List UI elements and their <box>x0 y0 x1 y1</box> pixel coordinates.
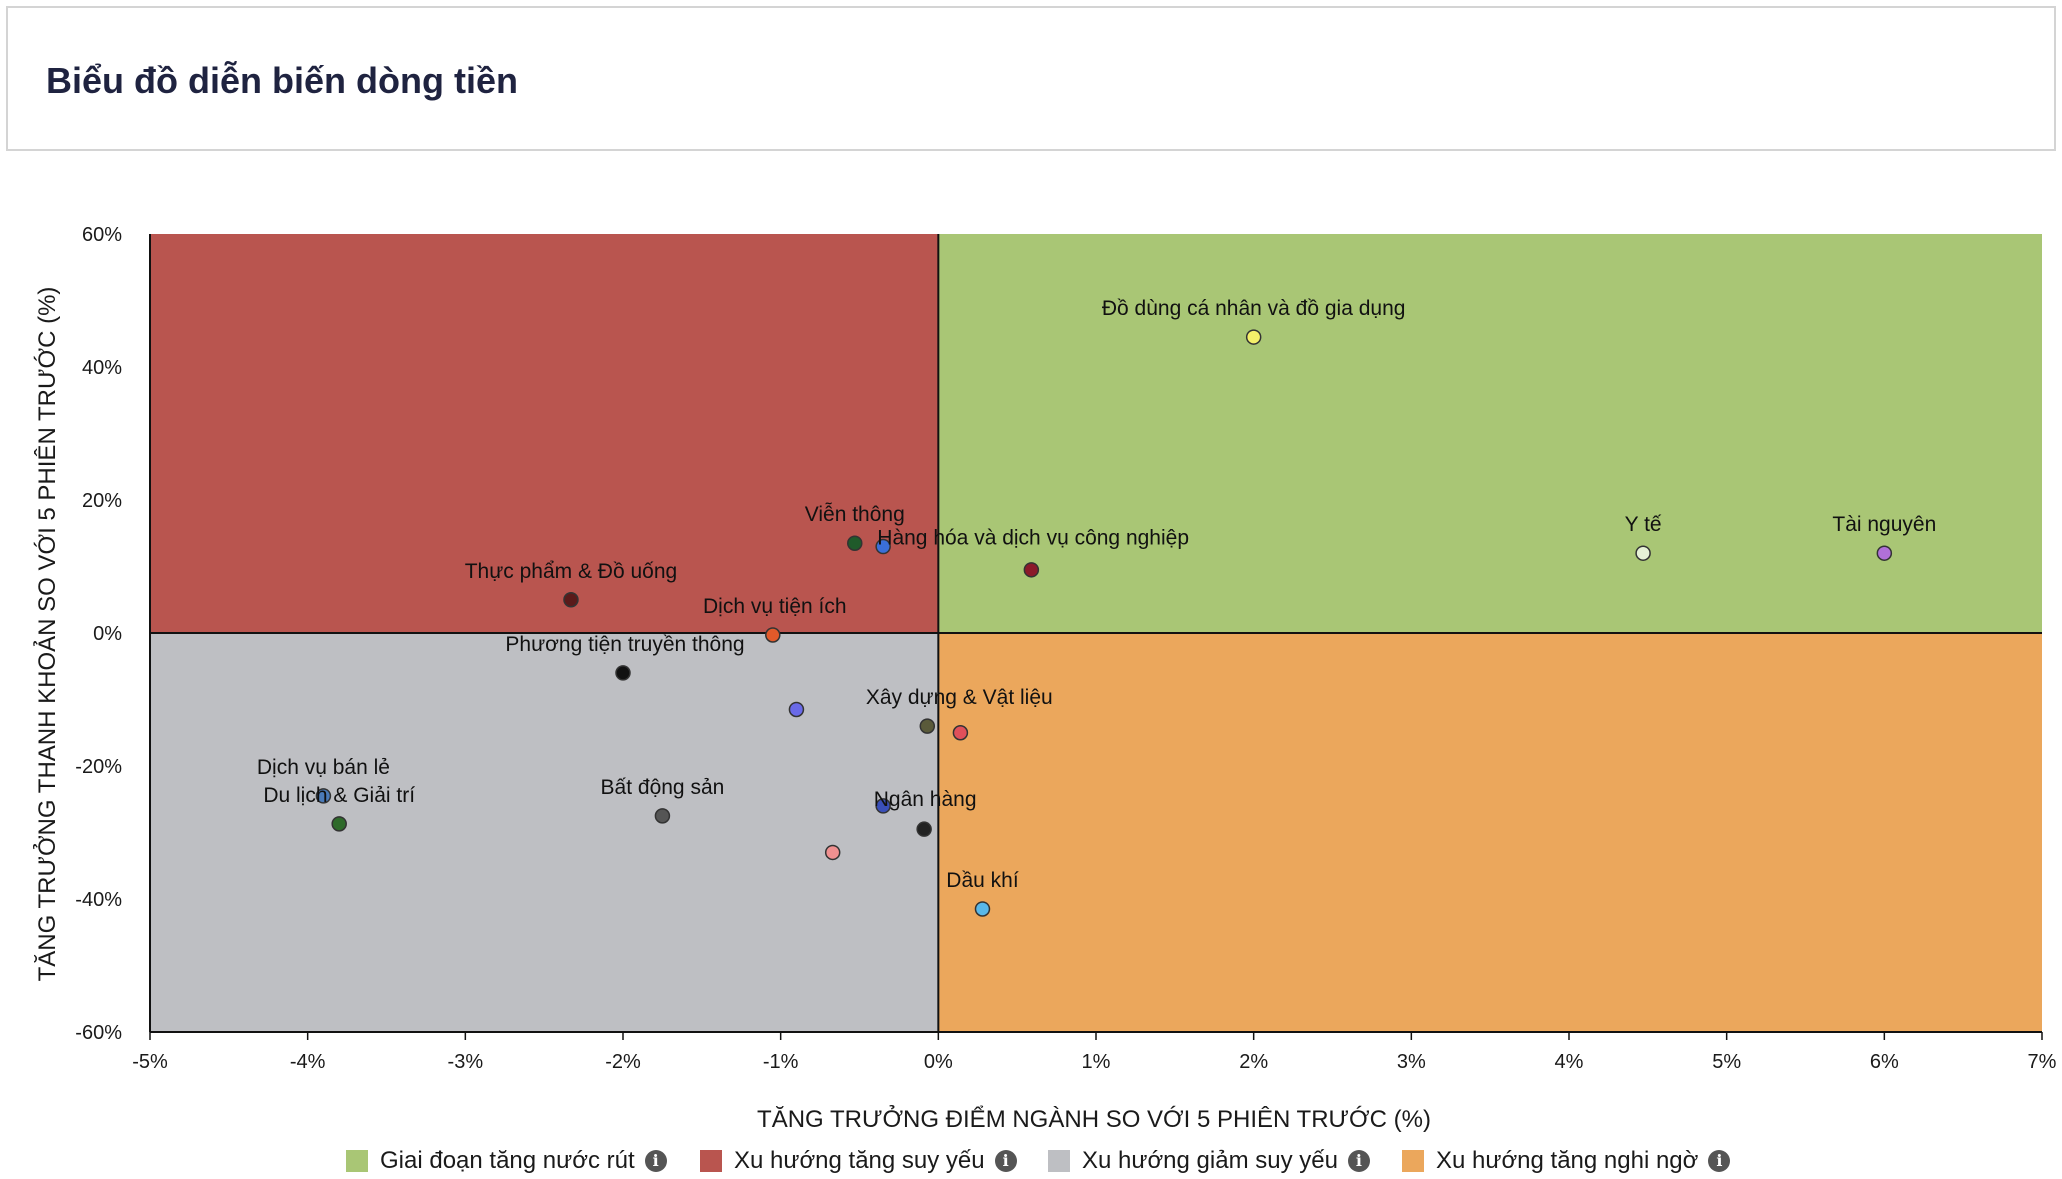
chart-header: Biểu đồ diễn biến dòng tiền <box>6 6 2056 151</box>
info-icon[interactable]: i <box>994 1150 1017 1172</box>
point-label: Đồ dùng cá nhân và đồ gia dụng <box>1102 297 1406 320</box>
x-tick-label: 6% <box>1870 1051 1899 1073</box>
scatter-point[interactable] <box>952 725 969 741</box>
scatter-point[interactable] <box>1876 545 1893 561</box>
point-label: Y tế <box>1625 513 1662 536</box>
y-tick-label: 0% <box>93 623 122 645</box>
legend-item-sprint[interactable]: Giai đoạn tăng nước rút i <box>346 1146 667 1176</box>
scatter-point[interactable] <box>765 627 781 643</box>
scatter-point[interactable] <box>1635 545 1651 561</box>
legend-label: Xu hướng tăng suy yếu <box>734 1147 985 1174</box>
info-icon[interactable]: i <box>1347 1150 1370 1172</box>
point-label: Hàng hóa và dịch vụ công nghiệp <box>877 527 1189 550</box>
quadrant-bottom-right <box>938 633 2043 1032</box>
y-tick-label: -60% <box>75 1022 122 1044</box>
x-tick-label: 2% <box>1239 1051 1268 1073</box>
scatter-point[interactable] <box>974 901 991 917</box>
scatter-point[interactable] <box>919 718 936 734</box>
y-tick-label: 20% <box>82 490 122 512</box>
scatter-point[interactable] <box>315 788 332 804</box>
scatter-point[interactable] <box>654 808 671 824</box>
x-tick-label: 3% <box>1397 1051 1426 1073</box>
x-tick-label: -3% <box>448 1051 484 1073</box>
scatter-point[interactable] <box>1245 329 1262 345</box>
legend-swatch-green <box>346 1150 368 1172</box>
point-label: Viễn thông <box>805 503 905 526</box>
x-axis-title: TĂNG TRƯỞNG ĐIỂM NGÀNH SO VỚI 5 PHIÊN TR… <box>757 1104 1431 1133</box>
scatter-point[interactable] <box>824 844 841 861</box>
y-tick-label: 40% <box>82 357 122 379</box>
x-tick-label: 1% <box>1082 1051 1111 1073</box>
scatter-point[interactable] <box>331 816 347 832</box>
quadrant-layer <box>150 234 2043 1032</box>
points-layer <box>315 329 1893 917</box>
point-label: Xây dựng & Vật liệu <box>866 686 1053 709</box>
scatter-point[interactable] <box>847 535 863 551</box>
legend-swatch-orange <box>1402 1150 1424 1172</box>
legend-item-doubtful-up[interactable]: Xu hướng tăng nghi ngờ i <box>1402 1146 1731 1176</box>
point-label: Bất động sản <box>601 776 725 799</box>
scatter-point[interactable] <box>563 592 579 608</box>
legend-label: Giai đoạn tăng nước rút <box>380 1147 635 1174</box>
quadrant-top-right <box>938 234 2043 633</box>
y-tick-label: -20% <box>75 756 122 778</box>
scatter-point[interactable] <box>875 538 891 555</box>
info-icon[interactable]: i <box>1708 1150 1731 1172</box>
x-tick-label: -4% <box>290 1051 326 1073</box>
info-icon[interactable]: i <box>644 1150 667 1172</box>
legend-label: Xu hướng giảm suy yếu <box>1082 1147 1338 1174</box>
legend-swatch-red <box>700 1150 722 1172</box>
point-label: Tài nguyên <box>1832 513 1936 536</box>
legend-label: Xu hướng tăng nghi ngờ <box>1436 1147 1699 1174</box>
x-tick-label: -1% <box>763 1051 799 1073</box>
x-tick-label: 0% <box>924 1051 953 1073</box>
legend-item-weak-down[interactable]: Xu hướng giảm suy yếu i <box>1048 1146 1370 1176</box>
scatter-chart: -5% -4% -3% -2% -1% 0% 1% 2% 3% 4% 5% 6% 7% 60% 40% 20%… <box>32 224 2057 1133</box>
point-label: Dịch vụ bán lẻ <box>257 756 390 779</box>
chart-legend: Giai đoạn tăng nước rút i Xu hướng tăng … <box>0 1146 2062 1176</box>
point-label: Thực phẩm & Đồ uống <box>465 560 678 583</box>
x-tick-label: -5% <box>132 1051 168 1073</box>
scatter-point[interactable] <box>788 701 805 718</box>
y-tick-label: 60% <box>82 224 122 246</box>
axis-layer: -5% -4% -3% -2% -1% 0% 1% 2% 3% 4% 5% 6% 7% 60% 40% 20%… <box>75 224 2056 1073</box>
scatter-point[interactable] <box>615 665 631 681</box>
x-tick-label: 5% <box>1712 1051 1741 1073</box>
legend-item-weak-up[interactable]: Xu hướng tăng suy yếu i <box>700 1146 1017 1176</box>
quadrant-bottom-left <box>150 633 939 1032</box>
point-label: Dịch vụ tiện ích <box>703 595 847 618</box>
point-label: Ngân hàng <box>874 788 977 811</box>
scatter-point[interactable] <box>1023 562 1040 578</box>
scatter-point[interactable] <box>916 821 932 837</box>
x-tick-label: 7% <box>2028 1051 2057 1073</box>
scatter-point[interactable] <box>875 798 891 814</box>
point-label: Du lịch & Giải trí <box>263 784 415 807</box>
quadrant-top-left <box>150 234 939 633</box>
point-label: Dầu khí <box>946 869 1019 892</box>
x-tick-label: -2% <box>605 1051 641 1073</box>
x-tick-label: 4% <box>1555 1051 1584 1073</box>
point-labels-layer: Đồ dùng cá nhân và đồ gia dụng Y tế Tài ng… <box>257 297 1936 892</box>
y-tick-label: -40% <box>75 889 122 911</box>
point-label: Phương tiện truyền thông <box>505 633 744 656</box>
y-axis-title: TĂNG TRƯỞNG THANH KHOẢN SO VỚI 5 PHIÊN T… <box>32 287 61 982</box>
legend-swatch-gray <box>1048 1150 1070 1172</box>
page-title: Biểu đồ diễn biến dòng tiền <box>46 60 518 101</box>
